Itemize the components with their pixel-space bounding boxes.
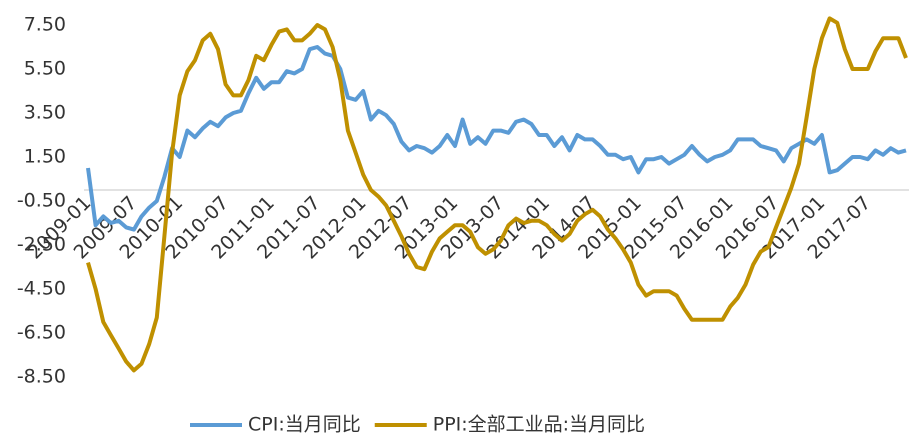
legend-label: CPI:当月同比 bbox=[248, 414, 361, 436]
y-tick-label: 3.50 bbox=[24, 102, 66, 124]
y-tick-label: -4.50 bbox=[17, 278, 66, 300]
series-line bbox=[86, 45, 907, 232]
y-tick-label: -8.50 bbox=[17, 366, 66, 388]
series-line bbox=[86, 16, 908, 373]
y-tick-label: 1.50 bbox=[24, 146, 66, 168]
y-tick-label: -6.50 bbox=[17, 322, 66, 344]
y-tick-label: -2.50 bbox=[17, 234, 66, 256]
legend-label: PPI:全部工业品:当月同比 bbox=[433, 414, 645, 436]
y-tick-label: -0.50 bbox=[17, 190, 66, 212]
y-tick-label: 5.50 bbox=[24, 58, 66, 80]
y-tick-label: 7.50 bbox=[24, 14, 66, 36]
